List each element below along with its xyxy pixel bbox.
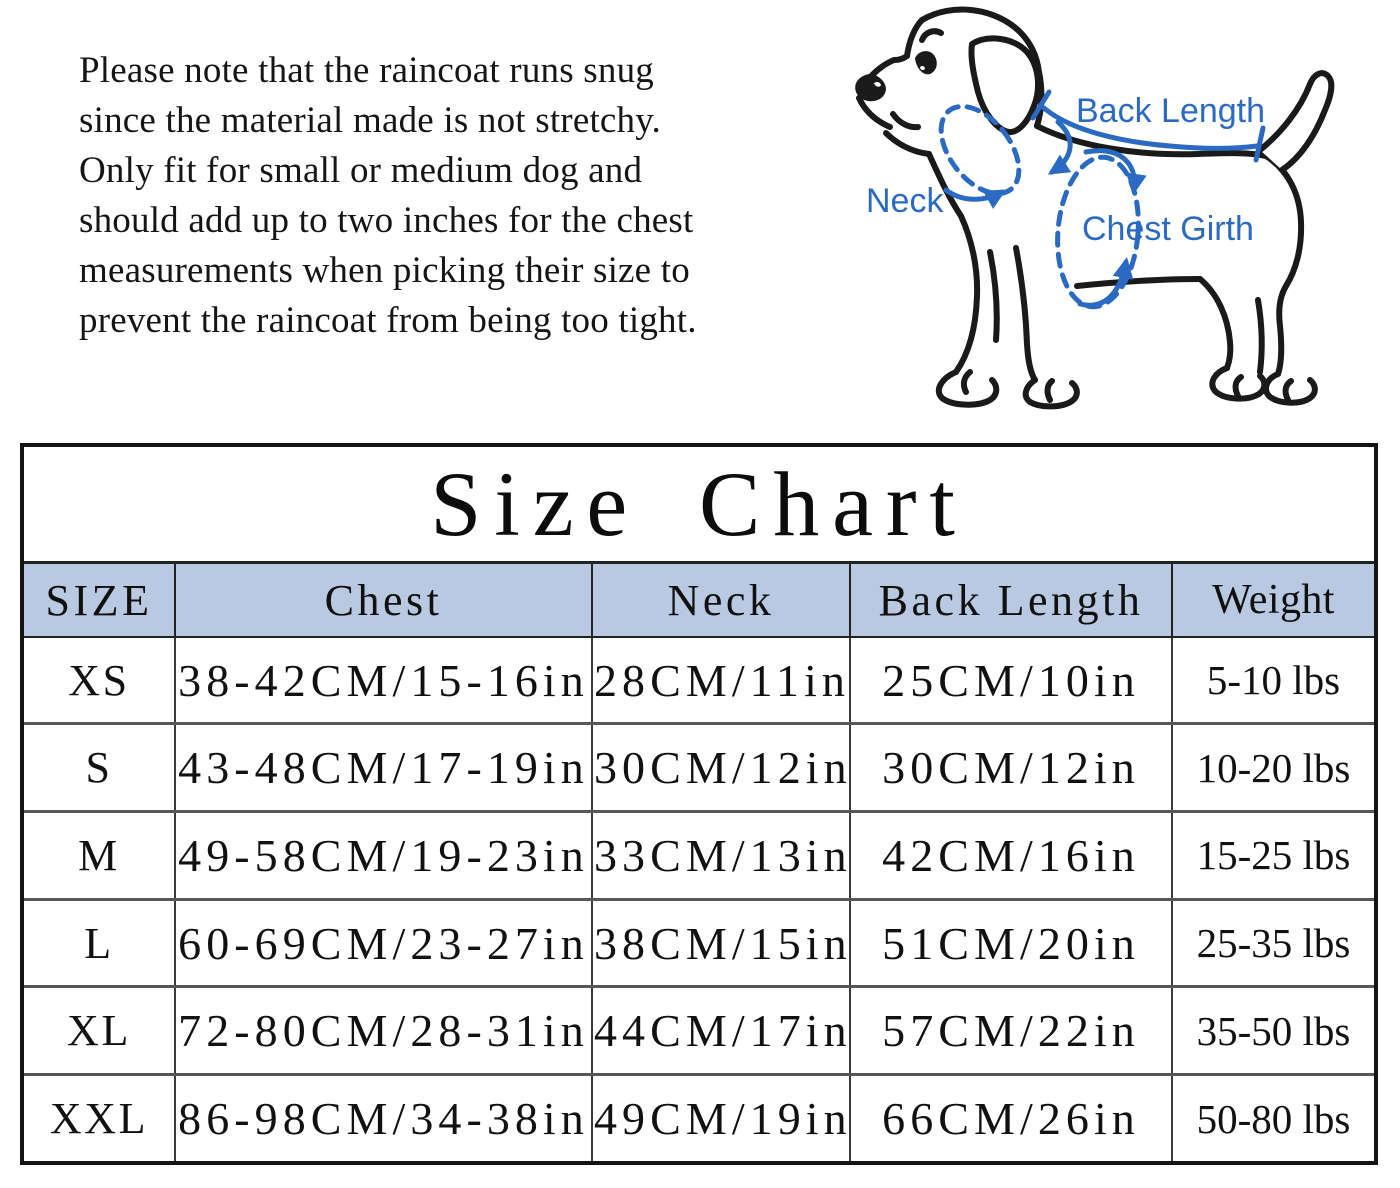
cell-neck: 30CM/12in [591,722,850,812]
back-length-label: Back Length [1076,92,1265,130]
size-chart-title-row: Size Chart [22,445,1376,564]
header-back-length: Back Length [849,561,1173,638]
cell-size: M [22,810,175,900]
nose [855,74,886,102]
eyebrow [919,28,944,43]
cell-chest: 86-98CM/34-38in [174,1073,592,1163]
header-chest: Chest [174,561,593,638]
tail [1257,70,1335,173]
cell-weight: 5-10 lbs [1171,636,1376,724]
back-length-line [1041,105,1260,151]
cell-chest: 49-58CM/19-23in [174,810,592,900]
measurement-annotations: Back Length Neck Chest Girth [866,89,1266,310]
table-row: XL 72-80CM/28-31in 44CM/17in 57CM/22in 35-50… [22,985,1376,1075]
cell-back-length: 25CM/10in [849,636,1172,724]
cell-size: XXL [22,1073,175,1163]
size-chart-title: Size Chart [22,445,1376,564]
cell-back-length: 42CM/16in [849,810,1172,900]
note-line: since the material made is not stretchy. [79,100,661,141]
size-chart: Size Chart SIZE Chest Neck Back Length W… [20,443,1378,1165]
note-line: Only fit for small or medium dog and [79,150,643,191]
cell-weight: 10-20 lbs [1171,722,1376,812]
header-size: SIZE [21,561,176,638]
dog-measurement-diagram: Back Length Neck Chest Girth [855,6,1335,410]
neck-down-arrow [1047,119,1073,175]
chest-top-arrow [1083,148,1147,195]
neck-ellipse [938,103,1022,197]
table-row: XS 38-42CM/15-16in 28CM/11in 25CM/10in 5-10 … [22,636,1376,724]
cell-chest: 60-69CM/23-27in [174,897,592,987]
neck-arrow [943,187,1007,209]
cell-back-length: 66CM/26in [849,1073,1172,1163]
eye [915,51,937,75]
header-neck: Neck [591,561,851,638]
cell-back-length: 57CM/22in [849,985,1172,1075]
ear [968,35,1042,135]
cell-weight: 35-50 lbs [1171,985,1376,1075]
table-row: S 43-48CM/17-19in 30CM/12in 30CM/12in 10-20 … [22,722,1376,812]
cell-size: XL [22,985,175,1075]
cell-weight: 15-25 lbs [1171,810,1376,900]
cell-weight: 50-80 lbs [1171,1073,1376,1163]
cell-size: L [22,897,175,987]
cell-neck: 38CM/15in [591,897,850,987]
size-chart-header-row: SIZE Chest Neck Back Length Weight [21,561,1377,638]
note-line: Please note that the raincoat runs snug [79,50,654,91]
size-chart-body: XS 38-42CM/15-16in 28CM/11in 25CM/10in 5-10 … [22,636,1376,1163]
dog-outline [855,6,1335,410]
header-weight: Weight [1171,561,1377,638]
cell-size: S [22,722,175,812]
cell-neck: 49CM/19in [591,1073,850,1163]
cell-chest: 72-80CM/28-31in [174,985,592,1075]
back-length-start-tick [1030,89,1052,121]
chest-girth-label: Chest Girth [1082,210,1254,248]
cell-chest: 43-48CM/17-19in [174,722,592,812]
cell-weight: 25-35 lbs [1171,897,1376,987]
cell-neck: 28CM/11in [591,636,850,724]
belly-line [1074,276,1203,289]
cell-size: XS [22,636,175,724]
note-line: prevent the raincoat from being too tigh… [79,300,697,341]
cell-back-length: 51CM/20in [849,897,1172,987]
cell-neck: 33CM/13in [591,810,850,900]
table-row: M 49-58CM/19-23in 33CM/13in 42CM/16in 15-25 … [22,810,1376,900]
product-note: Please note that the raincoat runs snug … [79,46,829,346]
cell-chest: 38-42CM/15-16in [174,636,592,724]
cell-back-length: 30CM/12in [849,722,1172,812]
cell-neck: 44CM/17in [591,985,850,1075]
note-line: measurements when picking their size to [79,250,690,291]
back-length-end-tick [1253,125,1266,163]
neck-label: Neck [866,182,944,220]
note-line: should add up to two inches for the ches… [79,200,694,241]
table-row: XXL 86-98CM/34-38in 49CM/19in 66CM/26in 50-8… [22,1073,1376,1163]
table-row: L 60-69CM/23-27in 38CM/15in 51CM/20in 25-35 … [22,897,1376,987]
chest-bottom-arrow [1077,257,1134,308]
